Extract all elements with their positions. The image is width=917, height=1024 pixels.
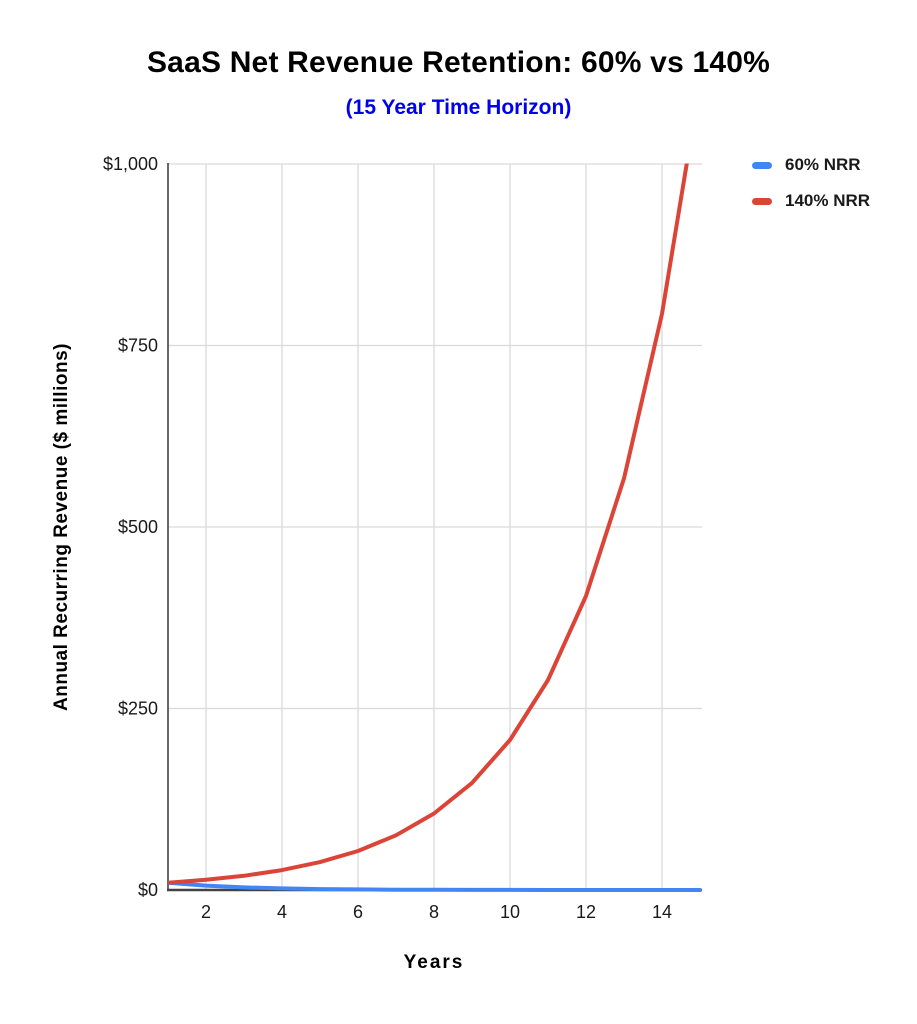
chart-title: SaaS Net Revenue Retention: 60% vs 140% [146, 46, 771, 79]
legend-item-60-nrr[interactable]: 60% NRR [752, 153, 870, 177]
legend-label-60-nrr: 60% NRR [785, 155, 861, 174]
legend: 60% NRR 140% NRR [752, 153, 870, 225]
legend-label-140-nrr: 140% NRR [785, 191, 871, 210]
x-tick-label: 2 [201, 902, 211, 922]
legend-item-140-nrr[interactable]: 140% NRR [752, 189, 870, 213]
x-tick-label: 12 [576, 902, 596, 922]
x-tick-label: 10 [500, 902, 520, 922]
y-tick-label: $1,000 [103, 154, 158, 174]
y-tick-label: $500 [118, 517, 158, 537]
x-tick-label: 8 [429, 902, 439, 922]
series-line-60-nrr [168, 880, 702, 892]
x-tick-label: 6 [353, 902, 363, 922]
chart-subtitle: (15 Year Time Horizon) [345, 96, 572, 119]
y-tick-label: $750 [118, 336, 158, 356]
x-tick-label: 4 [277, 902, 287, 922]
legend-swatch-140-nrr [752, 197, 772, 205]
x-axis-title: Years [403, 952, 465, 973]
y-tick-label: $250 [118, 699, 158, 719]
x-tick-label: 14 [652, 902, 672, 922]
y-tick-label: $0 [138, 880, 158, 900]
series-line-140-nrr [168, 163, 689, 885]
legend-swatch-60-nrr [752, 161, 772, 169]
